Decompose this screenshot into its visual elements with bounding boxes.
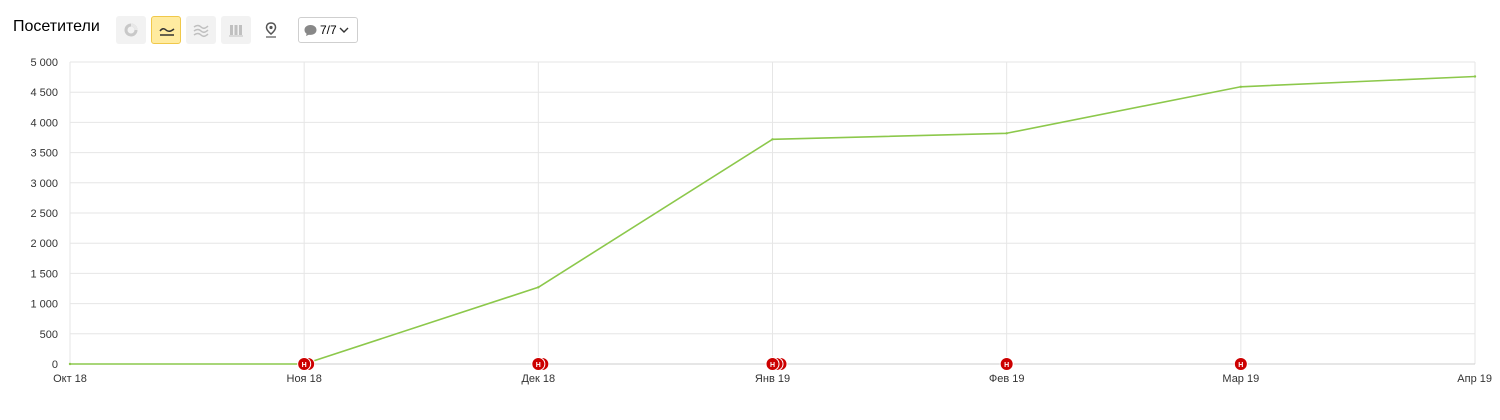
x-tick-label: Апр 19 [1457,373,1492,385]
annotation-marker-label: Н [302,362,307,369]
x-tick-label: Фев 19 [989,373,1025,385]
annotation-marker-label: Н [536,362,541,369]
y-tick-label: 5 000 [30,57,58,69]
annotation-marker [1233,357,1248,371]
x-tick-label: Окт 18 [53,373,87,385]
annotation-marker [765,357,780,371]
y-tick-label: 1 500 [30,268,58,280]
x-tick-label: Янв 19 [755,373,790,385]
y-tick-label: 2 000 [30,238,58,250]
bar-chart-button[interactable] [221,16,251,44]
x-tick-label: Мар 19 [1222,373,1259,385]
bar-chart-icon [229,25,243,37]
x-tick-label: Ноя 18 [287,373,322,385]
map-pin-icon [265,22,277,38]
annotation-marker-label: Н [1004,362,1009,369]
data-point [1473,75,1477,78]
y-tick-label: 4 000 [30,117,58,129]
annotations-count: 7/7 [320,23,337,37]
annotation-marker [297,357,312,371]
data-point [68,362,72,366]
y-tick-label: 0 [52,359,58,371]
chart-title: Посетители [13,18,100,35]
data-point [537,286,540,289]
x-tick-label: Дек 18 [521,373,555,385]
pie-chart-button[interactable] [116,16,146,44]
y-tick-label: 2 500 [30,208,58,220]
map-button[interactable] [256,16,286,44]
pie-chart-icon [124,23,138,37]
y-tick-label: 4 500 [30,87,58,99]
y-tick-label: 1 000 [30,299,58,311]
chart-toolbar: Посетители [0,0,1500,60]
data-point [1005,132,1008,135]
annotation-marker [531,357,546,371]
annotations-dropdown[interactable]: 7/7 [298,17,358,43]
annotation-marker-label: Н [1238,362,1243,369]
y-tick-label: 500 [40,329,58,341]
data-point [771,138,774,141]
annotation-marker [999,357,1014,371]
line-chart-icon [159,27,175,36]
y-tick-label: 3 000 [30,178,58,190]
y-tick-label: 3 500 [30,148,58,160]
area-chart-button[interactable] [186,16,216,44]
data-point [1239,85,1243,88]
comment-icon [304,25,317,36]
annotation-marker-label: Н [770,362,775,369]
line-chart-button[interactable] [151,16,181,44]
area-chart-icon [193,24,209,38]
chevron-down-icon [339,27,349,33]
